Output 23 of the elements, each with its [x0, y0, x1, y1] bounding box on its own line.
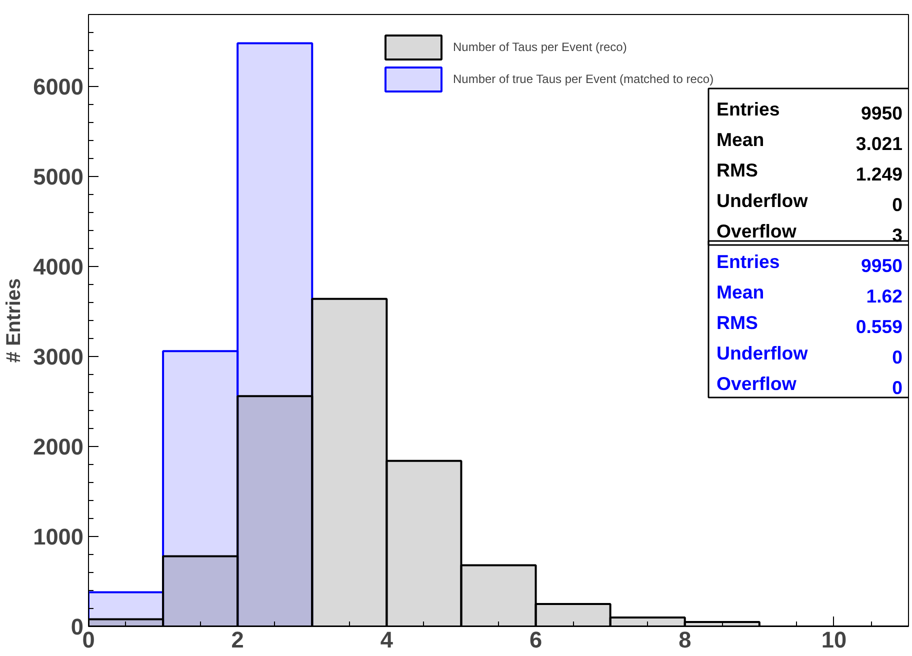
legend-label: Number of Taus per Event (reco) — [453, 40, 627, 54]
text: RMS 1.249 — [716, 160, 902, 184]
y-tick-label: 5000 — [33, 164, 84, 190]
x-tick-label: 2 — [231, 626, 244, 652]
text: Underflow 0 — [716, 190, 903, 215]
x-tick-label: 10 — [821, 626, 847, 652]
x-tick-label: 8 — [678, 626, 692, 652]
text: RMS 0.559 — [716, 312, 902, 337]
y-tick-label: 2000 — [33, 434, 84, 460]
y-tick-label: 6000 — [33, 74, 84, 100]
x-tick-label: 6 — [529, 626, 542, 652]
y-tick-label: 1000 — [33, 524, 84, 550]
y-axis-title: # Entries — [3, 278, 26, 363]
y-tick-label: 4000 — [33, 254, 84, 280]
text: Underflow 0 — [716, 342, 903, 368]
text: Mean 1.62 — [716, 282, 902, 306]
text: Entries 9950 — [716, 98, 903, 124]
legend-label: Number of true Taus per Event (matched to reco) — [453, 72, 714, 86]
y-tick-label: 3000 — [33, 344, 84, 370]
text: Overflow 0 — [716, 373, 903, 398]
text: Entries 9950 — [716, 251, 903, 276]
text: Mean 3.021 — [716, 129, 902, 154]
x-tick-label: 4 — [380, 626, 394, 652]
